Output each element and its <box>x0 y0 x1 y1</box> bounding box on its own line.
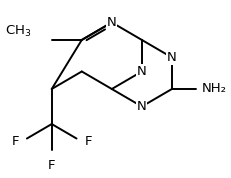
Text: N: N <box>136 65 146 78</box>
Text: F: F <box>85 135 92 148</box>
Text: N: N <box>166 51 176 64</box>
Text: F: F <box>12 135 19 148</box>
Text: N: N <box>136 100 146 113</box>
Text: F: F <box>48 159 55 172</box>
Text: NH₂: NH₂ <box>201 82 226 96</box>
Text: N: N <box>106 16 116 29</box>
Text: $\mathregular{CH_3}$: $\mathregular{CH_3}$ <box>5 24 31 39</box>
